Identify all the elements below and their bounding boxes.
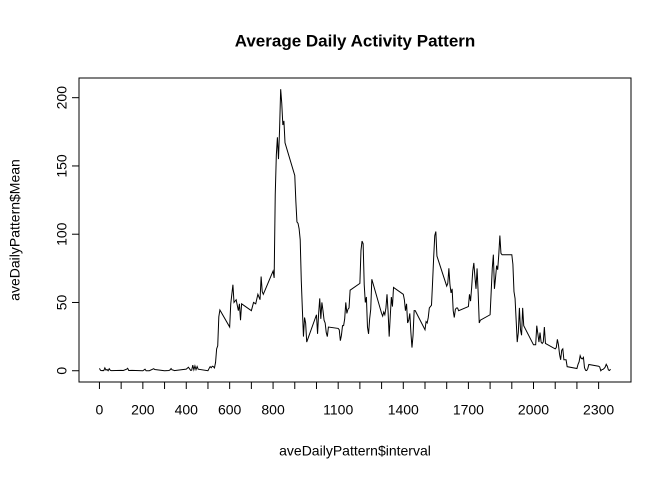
data-line	[99, 89, 611, 372]
x-tick-label: 400	[175, 402, 199, 418]
x-tick-label: 1100	[323, 402, 353, 418]
y-tick-label: 200	[54, 86, 70, 110]
x-tick-label: 600	[218, 402, 242, 418]
x-tick-label: 200	[131, 402, 155, 418]
x-tick-label: 1400	[388, 402, 419, 418]
y-tick-label: 150	[54, 154, 70, 178]
y-tick-label: 100	[54, 222, 70, 246]
x-tick-label: 2300	[583, 402, 614, 418]
x-tick-label: 0	[96, 402, 104, 418]
y-tick-label: 0	[54, 367, 70, 375]
x-tick-label: 800	[261, 402, 285, 418]
y-axis-label: aveDailyPattern$Mean	[7, 159, 23, 301]
chart-title: Average Daily Activity Pattern	[235, 31, 476, 50]
x-axis-label: aveDailyPattern$interval	[279, 443, 431, 459]
x-tick-label: 2000	[518, 402, 549, 418]
plot-box	[78, 77, 632, 383]
y-tick-label: 50	[54, 294, 70, 310]
x-tick-label: 1700	[453, 402, 484, 418]
